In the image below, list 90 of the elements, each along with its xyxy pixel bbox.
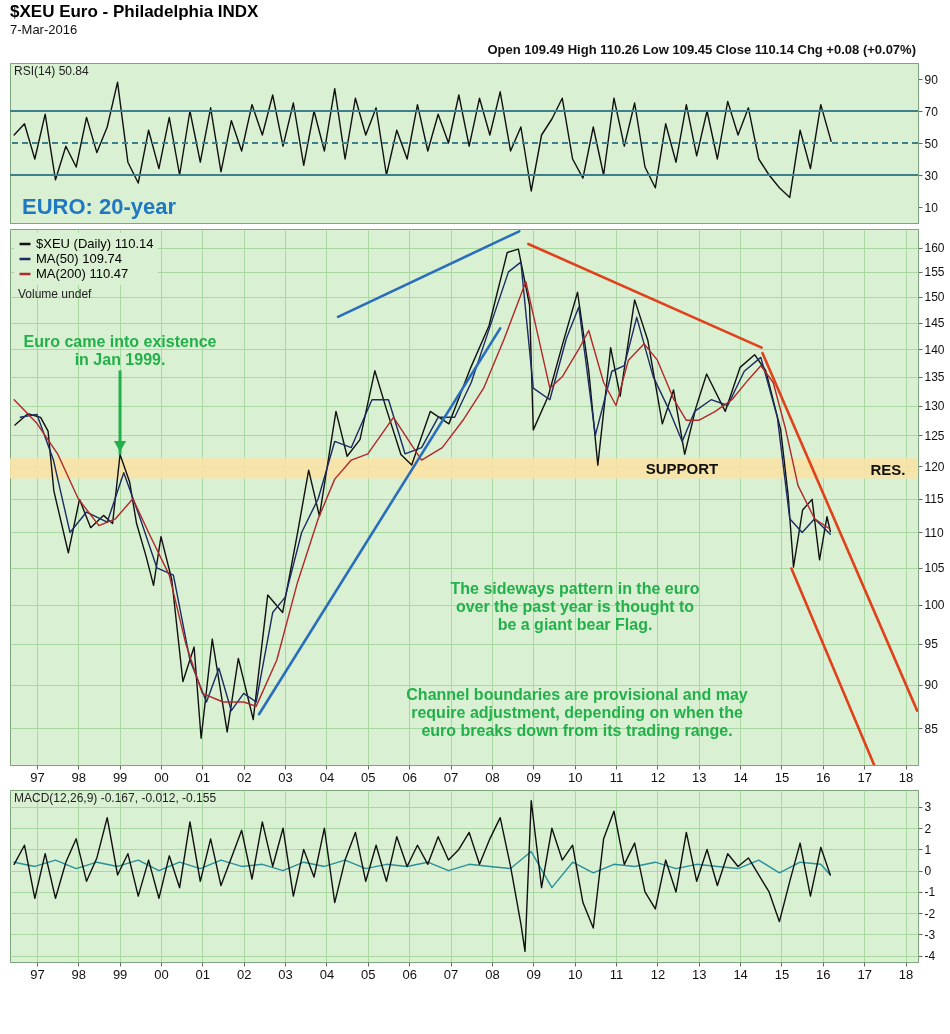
x-tick-label: 08 [485,769,500,785]
y-tick-label: 85 [924,721,939,736]
annotation: Euro came into existence in Jan 1999. [23,333,217,369]
line-series [13,81,832,199]
x-tick-label: 09 [526,966,542,982]
annotation: RSI(14) 50.84 [14,64,90,78]
y-tick-label: 10 [924,200,939,215]
y-tick-label: 120 [924,459,945,474]
line-series [13,850,831,889]
y-tick-label: 0 [924,864,932,879]
y-tick-label: 115 [924,492,944,507]
x-tick-label: 07 [443,769,459,785]
x-tick-label: 06 [402,966,417,982]
y-tick-label: -1 [924,885,936,900]
x-tick-label: 15 [774,966,790,982]
y-tick-label: 135 [924,370,945,385]
y-tick-label: 90 [924,72,939,87]
legend-label: $XEU (Daily) 110.14 [36,236,154,251]
x-tick-label: 00 [154,769,169,785]
y-tick-label: 140 [924,342,945,357]
x-tick-label: 17 [857,966,872,982]
x-tick-label: 17 [857,769,872,785]
x-tick-label: 00 [154,966,169,982]
y-tick-label: 100 [924,598,945,613]
y-tick-label: 2 [924,821,932,836]
annotation: RES. [870,461,906,478]
x-tick-label: 15 [774,769,790,785]
x-tick-label: 14 [733,966,748,982]
y-tick-label: 50 [924,136,939,151]
y-tick-label: -3 [924,927,936,942]
x-tick-label: 05 [361,966,376,982]
chart-title: $XEU Euro - Philadelphia INDX [10,2,260,21]
x-tick-label: 18 [898,966,914,982]
y-tick-label: 125 [924,428,945,443]
annotation: MACD(12,26,9) -0.167, -0.012, -0.155 [14,791,217,805]
x-tick-label: 10 [567,769,583,785]
x-tick-label: 02 [236,769,252,785]
y-tick-label: 70 [924,104,939,119]
y-tick-label: -4 [924,949,936,964]
x-tick-label: 99 [112,769,128,785]
y-tick-label: 145 [924,316,945,331]
x-tick-label: 10 [567,966,583,982]
y-tick-label: 160 [924,241,945,256]
x-tick-label: 98 [71,769,86,785]
y-tick-label: 130 [924,399,945,414]
x-tick-label: 98 [71,966,86,982]
y-tick-label: -2 [924,906,936,921]
legend-label: MA(200) 110.47 [36,266,129,281]
y-tick-label: 3 [924,800,932,815]
x-tick-label: 13 [692,769,707,785]
x-tick-label: 16 [816,966,831,982]
x-tick-label: 14 [733,769,748,785]
y-tick-label: 95 [924,637,939,652]
annotation: Volume undef [18,287,93,301]
y-tick-label: 1 [924,842,932,857]
x-tick-label: 01 [195,966,211,982]
x-tick-label: 04 [319,769,335,785]
x-tick-label: 97 [30,769,45,785]
y-tick-label: 155 [924,265,945,280]
x-tick-label: 12 [650,966,666,982]
x-tick-label: 11 [609,769,624,785]
x-tick-label: 08 [485,966,500,982]
annotation: Channel boundaries are provisional and may require adjustment, depending on when the euro breaks down from its trading range. [406,686,748,739]
annotation: EURO: 20-year [22,194,177,219]
y-tick-label: 150 [924,290,945,305]
x-tick-label: 99 [112,966,128,982]
chart-subtitle: 7-Mar-2016 [10,22,78,37]
y-tick-label: 105 [924,561,945,576]
x-tick-label: 18 [898,769,914,785]
x-tick-label: 04 [319,966,335,982]
band-label: SUPPORT [645,460,719,478]
x-tick-label: 16 [816,769,831,785]
x-tick-label: 07 [443,966,459,982]
y-tick-label: 30 [924,168,939,183]
x-tick-label: 03 [278,966,293,982]
x-tick-label: 13 [692,966,707,982]
x-tick-label: 02 [236,966,252,982]
x-tick-label: 11 [609,966,624,982]
text: Open 109.49 High 110.26 Low 109.45 Close 110.14 Chg +0.08 (+0.07%) [487,42,916,57]
x-tick-label: 03 [278,769,293,785]
annotation: The sideways pattern in the euro over the past year is thought to be a giant bear Flag. [450,580,700,633]
x-tick-label: 01 [195,769,211,785]
y-tick-label: 90 [924,678,939,693]
x-tick-label: 97 [30,966,45,982]
y-tick-label: 110 [924,525,944,540]
x-tick-label: 09 [526,769,542,785]
x-tick-label: 06 [402,769,417,785]
x-tick-label: 05 [361,769,376,785]
legend-label: MA(50) 109.74 [36,251,122,266]
x-tick-label: 12 [650,769,666,785]
